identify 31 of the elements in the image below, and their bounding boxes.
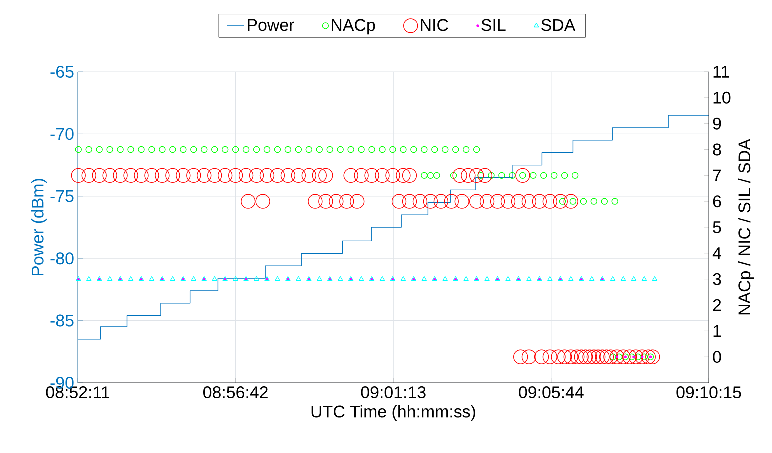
y-tick-label: -90 (50, 377, 74, 390)
legend-label: SDA (542, 19, 576, 32)
y2-tick-label: 10 (714, 92, 731, 104)
x-tick-label: 09:05:44 (519, 386, 584, 399)
y-tick-label: -85 (50, 314, 74, 327)
x-tick-label: 09:01:13 (361, 386, 426, 399)
y2-tick-label: 9 (713, 118, 722, 130)
y-tick-label: -65 (50, 66, 74, 78)
x-tick-label: 09:10:15 (676, 386, 742, 399)
y2-tick-label: 4 (712, 248, 722, 260)
legend-label: SIL (482, 19, 506, 32)
x-tick-label: 08:52:11 (46, 386, 110, 399)
y2-tick-label: 1 (714, 325, 722, 337)
legend-label: NACp (332, 19, 376, 35)
y2-tick-label: 8 (713, 144, 722, 156)
y2-tick-label: 6 (713, 196, 722, 208)
y-tick-label: -70 (50, 128, 74, 140)
x-axis-title: UTC Time (hh:mm:ss) (312, 405, 476, 422)
legend-label: Power (248, 19, 294, 32)
y-tick-label: -80 (50, 252, 74, 265)
y2-tick-label: 2 (713, 299, 722, 312)
y2-tick-label: 11 (714, 66, 730, 78)
y-tick-label: -75 (50, 190, 74, 202)
y2-tick-label: 7 (713, 170, 722, 182)
y2-tick-label: 0 (713, 351, 722, 364)
x-tick-label: 08:56:42 (203, 386, 268, 399)
y2-tick-label: 3 (713, 273, 722, 286)
y2-tick-label: 5 (713, 222, 722, 234)
legend-label: NIC (421, 19, 448, 32)
y-axis-title: Power (dBm) (31, 179, 48, 276)
y2-axis-title: NACp / NIC / SIL / SDA (738, 139, 754, 315)
